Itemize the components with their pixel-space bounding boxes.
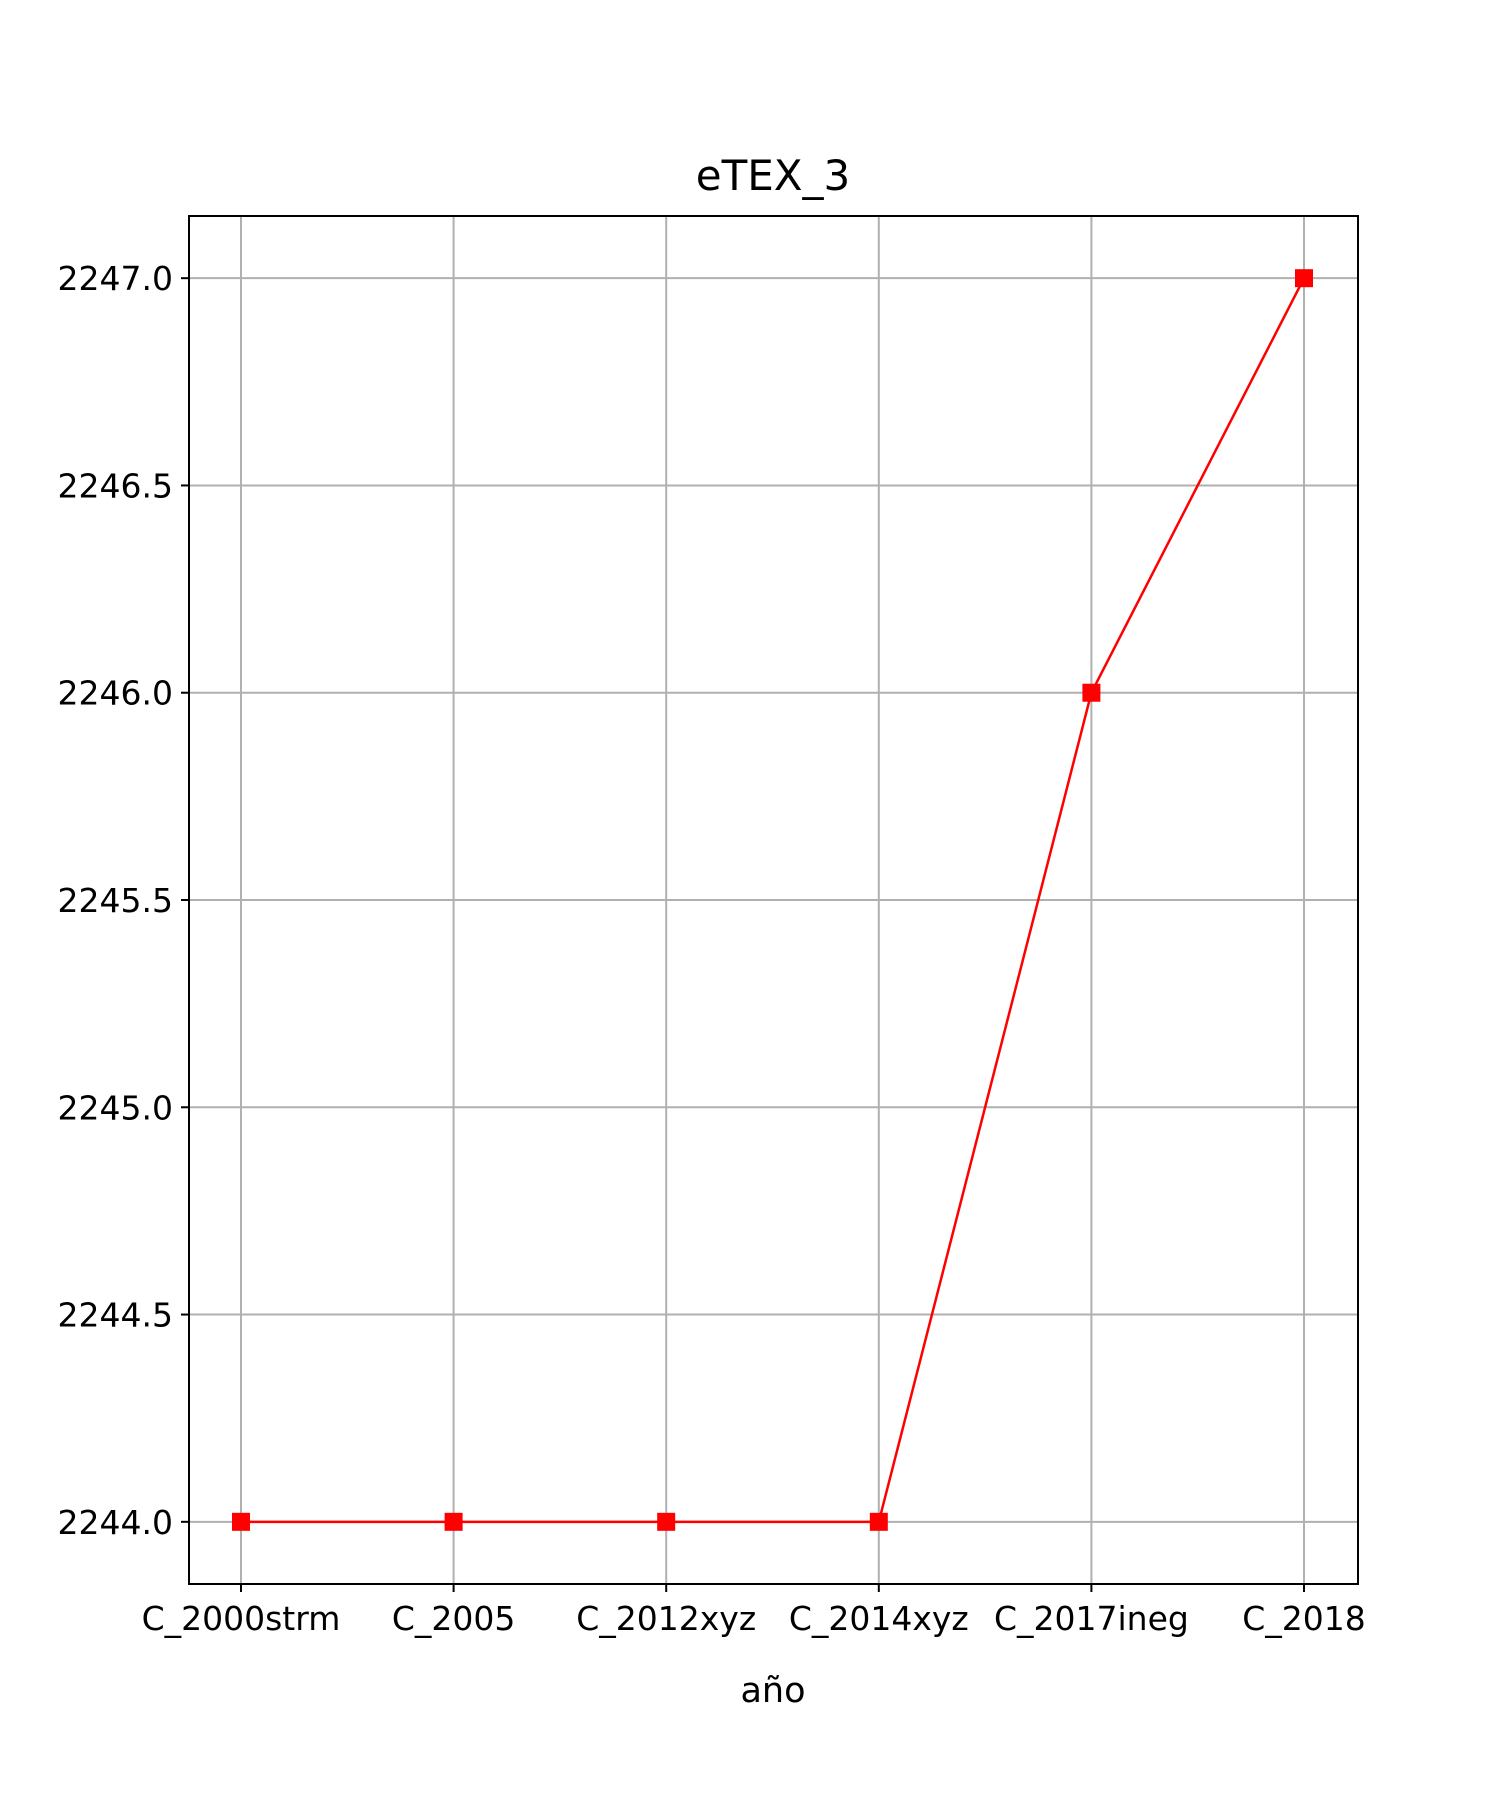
data-point-marker: [869, 1512, 888, 1531]
series-line: [241, 277, 1306, 1524]
series-layer: [232, 269, 1313, 1531]
y-tick-label: 2245.5: [58, 881, 173, 920]
data-point-marker: [232, 1512, 250, 1531]
x-tick-label: C_2005: [392, 1599, 516, 1638]
data-point-marker: [1295, 269, 1313, 288]
x-tick-label: C_2014xyz: [789, 1599, 969, 1638]
y-tick-label: 2246.0: [58, 674, 173, 713]
x-axis: C_2000strm C_2005 C_2012xyz C_2014xyz C_2017…: [142, 1584, 1366, 1638]
y-tick-label: 2247.0: [58, 259, 173, 298]
y-tick-label: 2246.5: [58, 466, 173, 505]
data-point-marker: [657, 1512, 676, 1531]
chart-title: eTEX_3: [696, 151, 851, 200]
y-tick-label: 2245.0: [58, 1088, 173, 1127]
data-point-marker: [1082, 683, 1101, 702]
x-tick-label: C_2012xyz: [576, 1599, 756, 1638]
x-tick-label: C_2018: [1242, 1599, 1366, 1638]
y-tick-label: 2244.5: [58, 1296, 173, 1335]
x-tick-label: C_2000strm: [142, 1599, 341, 1638]
x-axis-label: año: [740, 1671, 805, 1711]
y-axis: 2244.0 2244.5 2245.0 2245.5 2246.0 2246.5 2247…: [58, 259, 189, 1542]
x-tick-label: C_2017ineg: [994, 1599, 1189, 1638]
data-point-marker: [444, 1512, 463, 1531]
y-tick-label: 2244.0: [58, 1503, 173, 1542]
grid: [189, 216, 1358, 1584]
